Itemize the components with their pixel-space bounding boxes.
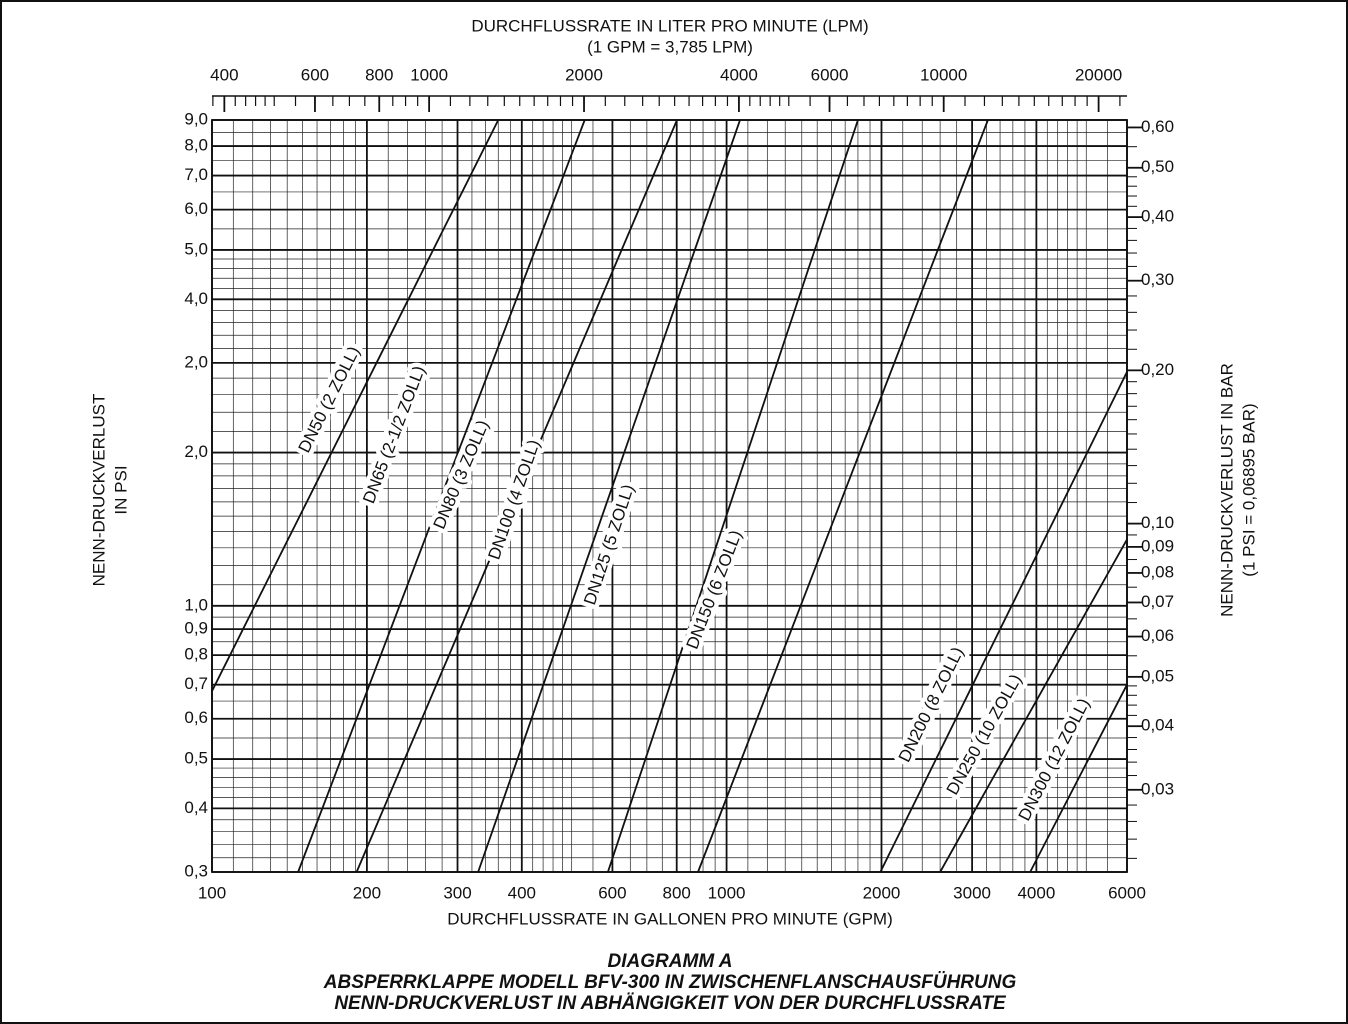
y-tick-label: 6,0	[184, 199, 208, 218]
y-tick-label: 9,0	[184, 109, 208, 128]
x-tick-label: 3000	[953, 883, 991, 902]
caption: DIAGRAMM A	[608, 951, 733, 972]
caption: ABSPERRKLAPPE MODELL BFV-300 IN ZWISCHEN…	[323, 972, 1017, 993]
y-tick-label: 5,0	[184, 239, 208, 258]
x2-tick-label: 10000	[920, 65, 967, 84]
series-label: DN125 (5 ZOLL)	[580, 482, 638, 607]
x2-tick-label: 4000	[720, 65, 758, 84]
y-tick-label: 0,5	[184, 749, 208, 768]
series-line	[355, 119, 678, 873]
y2-tick-label: 0,05	[1141, 666, 1174, 685]
series-line	[939, 539, 1128, 873]
x-tick-label: 600	[598, 883, 626, 902]
series-line	[297, 119, 586, 873]
y-tick-label: 4,0	[184, 289, 208, 308]
x-tick-label: 6000	[1108, 883, 1146, 902]
x2-tick-label: 400	[210, 65, 238, 84]
y-tick-label: 1,0	[184, 595, 208, 614]
top-axis-title: DURCHFLUSSRATE IN LITER PRO MINUTE (LPM)	[471, 16, 868, 35]
x-tick-label: 800	[663, 883, 691, 902]
y-tick-label: 2,0	[184, 352, 208, 371]
x2-tick-label: 1000	[410, 65, 448, 84]
y2-tick-label: 0,20	[1141, 360, 1174, 379]
y2-tick-label: 0,30	[1141, 270, 1174, 289]
x2-tick-label: 600	[301, 65, 329, 84]
y2-tick-label: 0,04	[1141, 716, 1174, 735]
x-axis-label: DURCHFLUSSRATE IN GALLONEN PRO MINUTE (G…	[447, 909, 893, 928]
series-label: DN80 (3 ZOLL)	[430, 417, 493, 531]
x2-tick-label: 2000	[565, 65, 603, 84]
y2-tick-label: 0,50	[1141, 157, 1174, 176]
x-tick-label: 300	[443, 883, 471, 902]
y-axis-label: IN PSI	[111, 465, 130, 514]
y2-tick-label: 0,10	[1141, 513, 1174, 532]
y-tick-label: 8,0	[184, 136, 208, 155]
x-tick-label: 400	[508, 883, 536, 902]
y-tick-label: 0,6	[184, 708, 208, 727]
series-line	[477, 119, 741, 873]
x2-tick-label: 800	[365, 65, 393, 84]
y-tick-label: 0,9	[184, 619, 208, 638]
top-axis-subtitle: (1 GPM = 3,785 LPM)	[587, 37, 753, 56]
caption: NENN-DRUCKVERLUST IN ABHÄNGIGKEIT VON DE…	[334, 993, 1007, 1014]
series-line	[879, 371, 1128, 873]
y2-tick-label: 0,08	[1141, 562, 1174, 581]
y-tick-label: 2,0	[184, 442, 208, 461]
series-label: DN100 (4 ZOLL)	[484, 437, 543, 562]
series-line	[211, 119, 500, 692]
series-label: DN65 (2-1/2 ZOLL)	[359, 363, 429, 506]
series-label: DN150 (6 ZOLL)	[683, 528, 746, 652]
y2-axis-label: (1 PSI = 0,06895 BAR)	[1239, 403, 1258, 576]
y-tick-label: 7,0	[184, 165, 208, 184]
y-axis-label: NENN-DRUCKVERLUST	[89, 394, 108, 587]
y2-tick-label: 0,09	[1141, 536, 1174, 555]
y-tick-label: 0,3	[184, 861, 208, 880]
y-tick-label: 0,7	[184, 674, 208, 693]
plot-border	[211, 119, 1128, 873]
x2-tick-label: 20000	[1075, 65, 1122, 84]
series-line	[697, 119, 989, 873]
y2-tick-label: 0,40	[1141, 207, 1174, 226]
series-line	[1029, 684, 1128, 873]
x2-tick-label: 6000	[811, 65, 849, 84]
y2-tick-label: 0,06	[1141, 626, 1174, 645]
series-line	[607, 119, 859, 873]
x-tick-label: 4000	[1017, 883, 1055, 902]
y-tick-label: 0,8	[184, 645, 208, 664]
y2-tick-label: 0,03	[1141, 779, 1174, 798]
x-tick-label: 200	[353, 883, 381, 902]
y2-axis-label: NENN-DRUCKVERLUST IN BAR	[1217, 363, 1236, 617]
y2-tick-label: 0,07	[1141, 592, 1174, 611]
y2-tick-label: 0,60	[1141, 117, 1174, 136]
x-tick-label: 2000	[863, 883, 901, 902]
x-tick-label: 100	[198, 883, 226, 902]
x-tick-label: 1000	[708, 883, 746, 902]
series-label: DN50 (2 ZOLL)	[295, 343, 364, 455]
y-tick-label: 0,4	[184, 798, 208, 817]
